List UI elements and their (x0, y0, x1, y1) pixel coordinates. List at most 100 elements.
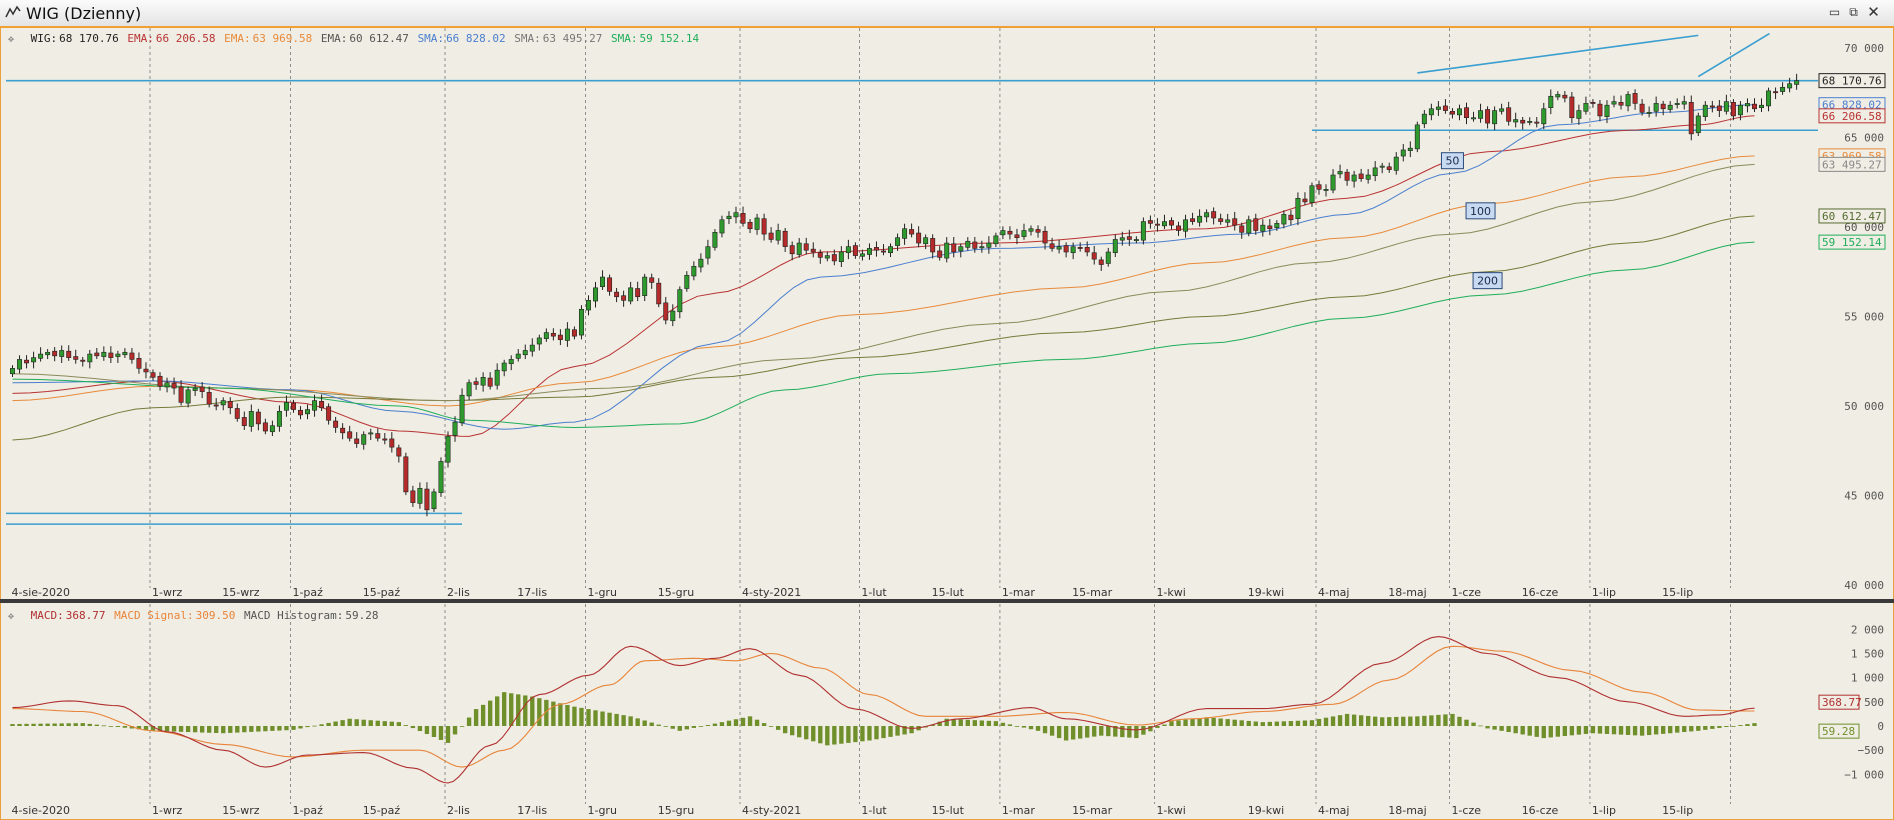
candle (873, 241, 879, 257)
price-label-box (1818, 108, 1886, 124)
candle (1372, 161, 1378, 182)
histogram-bar (649, 722, 654, 726)
candle-body (1119, 237, 1125, 241)
candle (993, 232, 999, 247)
macd-signal-line (12, 645, 1755, 768)
candle (368, 428, 374, 440)
title-bar[interactable]: WIG (Dzienny) ▭ ⧉ ✕ (0, 0, 1894, 28)
candle (185, 386, 191, 408)
candle (824, 251, 830, 262)
ma-period-tag-box (1465, 202, 1496, 220)
histogram-bar (1000, 722, 1006, 726)
candle (1752, 98, 1757, 112)
candle-body (691, 266, 697, 277)
value-label-box (1818, 694, 1860, 710)
histogram-bar (424, 726, 430, 735)
candle (1147, 215, 1153, 229)
candle (298, 406, 303, 420)
candle-body (972, 241, 978, 249)
histogram-bar (214, 726, 219, 734)
candle-body (1077, 247, 1083, 249)
histogram-bar (452, 726, 458, 735)
candle-body (522, 350, 528, 356)
candle-body (1393, 156, 1399, 171)
histogram-bar (544, 699, 549, 726)
histogram-bar (825, 726, 830, 746)
close-button[interactable]: ✕ (1867, 3, 1880, 21)
candle-body (1281, 214, 1287, 225)
candle (1562, 91, 1568, 103)
histogram-bar (1042, 726, 1048, 734)
histogram-bar (1682, 726, 1687, 733)
histogram-bar (684, 726, 690, 730)
candle-body (1351, 174, 1357, 182)
candle-body (431, 491, 437, 510)
candle-body (986, 242, 992, 248)
y-tick-label: 500 (1864, 696, 1884, 709)
ma-period-tag: 100 (1465, 202, 1496, 220)
candle (895, 233, 901, 251)
drag-handle-icon[interactable]: ✥ (8, 611, 15, 622)
candle (747, 219, 753, 234)
histogram-bar (1534, 726, 1539, 737)
candle-body (234, 408, 240, 419)
candle (508, 355, 514, 371)
candle (564, 322, 570, 347)
legend-ema-label: EMA: (127, 32, 154, 45)
candle (1239, 222, 1245, 239)
trend-line (1697, 32, 1770, 78)
candle-body (1028, 228, 1034, 232)
candle (1105, 247, 1111, 267)
candle (1485, 106, 1491, 129)
price-chart[interactable]: 40 000 45 000 50 000 55 000 60 000 65 000 70 0… (0, 28, 1894, 599)
candle-body (1365, 174, 1371, 180)
restore-button[interactable]: ⧉ (1849, 5, 1858, 19)
candle-body (1133, 239, 1139, 241)
y-tick-label: −1 000 (1844, 768, 1884, 781)
histogram-bar (804, 726, 809, 740)
x-tick-label: 1-paź (292, 804, 323, 817)
candle (1653, 96, 1659, 117)
candle-body (410, 490, 416, 503)
candle-body (1021, 230, 1027, 237)
drag-handle-icon[interactable]: ✥ (8, 34, 15, 45)
candle-body (1548, 95, 1554, 108)
candle (705, 239, 711, 265)
candle (459, 388, 465, 427)
candle (543, 328, 549, 342)
histogram-bar (1316, 718, 1322, 726)
candle-body (1309, 185, 1315, 203)
candle-body (873, 247, 879, 251)
candle (73, 349, 79, 364)
histogram-bar (747, 716, 753, 726)
candle-body (1744, 103, 1750, 107)
candle (1759, 98, 1764, 112)
macd-chart[interactable]: −1 000 −500 0 500 1 000 1 500 2 000 4-sie-2020 1… (0, 604, 1894, 820)
candle-body (1752, 103, 1757, 110)
price-label-box (1818, 156, 1886, 172)
histogram-bar (417, 726, 423, 732)
candle (866, 243, 872, 260)
candle-body (1112, 239, 1118, 254)
candle-body (494, 369, 500, 386)
legend-sma-value: 63 495.27 (542, 32, 603, 45)
candle-body (1204, 212, 1210, 218)
candle-body (1400, 149, 1406, 157)
candle-body (1169, 220, 1174, 226)
candle (719, 215, 725, 238)
minimize-button[interactable]: ▭ (1828, 5, 1841, 19)
panel-divider[interactable] (0, 599, 1894, 603)
candle-body (1780, 86, 1786, 92)
histogram-bar (38, 723, 43, 726)
candle-body (1702, 104, 1708, 117)
histogram-bar (1422, 715, 1427, 726)
x-tick-label: 2-lis (447, 804, 470, 817)
y-tick-label: 2 000 (1851, 623, 1884, 636)
candle-body (1154, 223, 1160, 226)
candle-body (944, 242, 950, 259)
candle-body (1759, 104, 1764, 109)
candle-body (1232, 218, 1238, 226)
histogram-bar (1436, 714, 1441, 726)
candle (1253, 213, 1259, 235)
candle (522, 344, 528, 360)
